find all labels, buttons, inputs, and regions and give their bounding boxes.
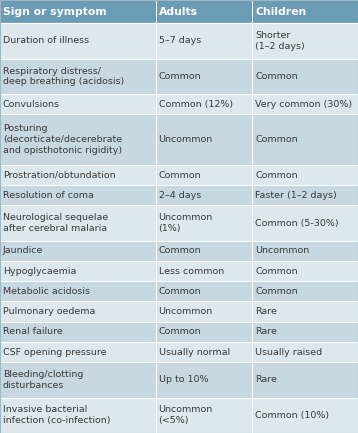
Bar bbox=[0, 23, 156, 59]
Bar bbox=[252, 59, 358, 94]
Text: Common: Common bbox=[255, 267, 298, 276]
Bar bbox=[156, 241, 252, 261]
Bar bbox=[252, 114, 358, 165]
Bar bbox=[0, 241, 156, 261]
Text: Prostration/obtundation: Prostration/obtundation bbox=[3, 171, 116, 180]
Text: Uncommon
(1%): Uncommon (1%) bbox=[159, 213, 213, 233]
Bar bbox=[156, 59, 252, 94]
Bar bbox=[252, 362, 358, 397]
Text: Faster (1–2 days): Faster (1–2 days) bbox=[255, 191, 337, 200]
Text: Bleeding/clotting
disturbances: Bleeding/clotting disturbances bbox=[3, 370, 83, 390]
Text: Jaundice: Jaundice bbox=[3, 246, 43, 255]
Text: Uncommon: Uncommon bbox=[255, 246, 310, 255]
Text: Uncommon: Uncommon bbox=[159, 307, 213, 316]
Bar bbox=[156, 23, 252, 59]
Text: Sign or symptom: Sign or symptom bbox=[3, 6, 106, 16]
Text: Common: Common bbox=[159, 246, 201, 255]
Bar bbox=[156, 94, 252, 114]
Text: Uncommon
(<5%): Uncommon (<5%) bbox=[159, 405, 213, 425]
Bar bbox=[0, 205, 156, 241]
Text: Less common: Less common bbox=[159, 267, 224, 276]
Text: Duration of illness: Duration of illness bbox=[3, 36, 89, 45]
Bar bbox=[0, 0, 156, 23]
Bar bbox=[252, 322, 358, 342]
Bar bbox=[156, 301, 252, 322]
Text: Common: Common bbox=[159, 72, 201, 81]
Text: Common: Common bbox=[159, 287, 201, 296]
Bar bbox=[156, 362, 252, 397]
Bar bbox=[156, 281, 252, 301]
Text: Rare: Rare bbox=[255, 375, 277, 385]
Bar bbox=[0, 362, 156, 397]
Text: Adults: Adults bbox=[159, 6, 198, 16]
Bar bbox=[156, 261, 252, 281]
Text: Pulmonary oedema: Pulmonary oedema bbox=[3, 307, 95, 316]
Text: Children: Children bbox=[255, 6, 306, 16]
Text: Shorter
(1–2 days): Shorter (1–2 days) bbox=[255, 31, 305, 51]
Text: Neurological sequelae
after cerebral malaria: Neurological sequelae after cerebral mal… bbox=[3, 213, 108, 233]
Text: Respiratory distress/
deep breathing (acidosis): Respiratory distress/ deep breathing (ac… bbox=[3, 67, 124, 86]
Bar bbox=[0, 397, 156, 433]
Bar bbox=[252, 261, 358, 281]
Text: Common: Common bbox=[159, 171, 201, 180]
Text: Very common (30%): Very common (30%) bbox=[255, 100, 352, 109]
Bar bbox=[252, 342, 358, 362]
Text: Convulsions: Convulsions bbox=[3, 100, 60, 109]
Text: Metabolic acidosis: Metabolic acidosis bbox=[3, 287, 90, 296]
Bar bbox=[0, 342, 156, 362]
Text: Common (5-30%): Common (5-30%) bbox=[255, 219, 339, 228]
Bar bbox=[156, 185, 252, 205]
Bar bbox=[252, 241, 358, 261]
Text: Rare: Rare bbox=[255, 327, 277, 336]
Text: Common: Common bbox=[255, 287, 298, 296]
Bar bbox=[156, 397, 252, 433]
Text: Hypoglycaemia: Hypoglycaemia bbox=[3, 267, 76, 276]
Text: Common: Common bbox=[255, 171, 298, 180]
Bar bbox=[0, 185, 156, 205]
Text: Common: Common bbox=[255, 135, 298, 144]
Text: Rare: Rare bbox=[255, 307, 277, 316]
Bar bbox=[252, 23, 358, 59]
Bar bbox=[156, 0, 252, 23]
Bar bbox=[0, 261, 156, 281]
Text: Renal failure: Renal failure bbox=[3, 327, 63, 336]
Bar bbox=[252, 301, 358, 322]
Text: Common: Common bbox=[159, 327, 201, 336]
Bar bbox=[252, 185, 358, 205]
Bar bbox=[252, 94, 358, 114]
Text: CSF opening pressure: CSF opening pressure bbox=[3, 348, 106, 356]
Text: Resolution of coma: Resolution of coma bbox=[3, 191, 94, 200]
Bar bbox=[0, 94, 156, 114]
Bar bbox=[252, 397, 358, 433]
Bar bbox=[156, 342, 252, 362]
Bar bbox=[252, 0, 358, 23]
Text: Invasive bacterial
infection (co-infection): Invasive bacterial infection (co-infecti… bbox=[3, 405, 110, 425]
Bar bbox=[0, 165, 156, 185]
Text: Common (12%): Common (12%) bbox=[159, 100, 233, 109]
Bar bbox=[252, 281, 358, 301]
Bar bbox=[252, 165, 358, 185]
Text: 5–7 days: 5–7 days bbox=[159, 36, 201, 45]
Text: Common: Common bbox=[255, 72, 298, 81]
Bar bbox=[0, 301, 156, 322]
Text: Up to 10%: Up to 10% bbox=[159, 375, 208, 385]
Bar bbox=[156, 114, 252, 165]
Text: Usually normal: Usually normal bbox=[159, 348, 230, 356]
Text: Uncommon: Uncommon bbox=[159, 135, 213, 144]
Bar bbox=[0, 281, 156, 301]
Text: 2–4 days: 2–4 days bbox=[159, 191, 201, 200]
Text: Posturing
(decorticate/decerebrate
and opisthotonic rigidity): Posturing (decorticate/decerebrate and o… bbox=[3, 124, 122, 155]
Bar bbox=[156, 165, 252, 185]
Text: Usually raised: Usually raised bbox=[255, 348, 323, 356]
Bar bbox=[156, 322, 252, 342]
Bar bbox=[252, 205, 358, 241]
Bar bbox=[0, 114, 156, 165]
Bar bbox=[156, 205, 252, 241]
Bar bbox=[0, 322, 156, 342]
Bar bbox=[0, 59, 156, 94]
Text: Common (10%): Common (10%) bbox=[255, 411, 329, 420]
